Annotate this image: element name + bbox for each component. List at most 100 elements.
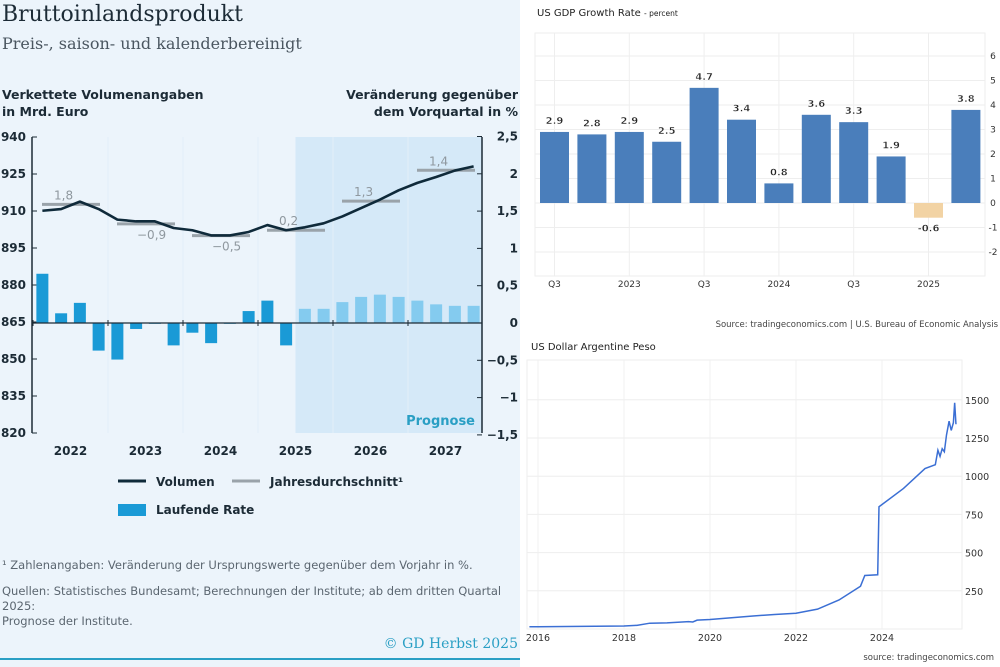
us-gdp-title-text: US GDP Growth Rate [537,8,641,19]
gdp-bar [689,87,719,203]
gdp-bar [540,131,569,203]
rate-bar [336,302,349,323]
right-tick-label: −1 [500,391,518,405]
gdp-bar-label: 3.4 [733,104,751,115]
forecast-shading [295,137,482,433]
footnote: ¹ Zahlenangaben: Veränderung der Ursprun… [2,558,473,572]
peso-x-tick-label: 2018 [612,633,636,644]
rate-bar [430,304,443,323]
left-tick-label: 925 [1,167,26,181]
gdp-bar [951,109,981,203]
left-axis-title-line: Verkettete Volumenangaben [2,87,204,102]
gdp-bar [839,122,869,203]
gdp-bar [652,141,682,203]
gdp-x-tick-label: 2024 [767,280,790,290]
peso-y-tick-label: 750 [965,510,983,521]
rate-bar [186,323,199,333]
year-label: 2025 [279,444,312,458]
left-tick-label: 850 [1,352,26,366]
rate-bar [92,323,105,351]
chart-subtitle: Preis-, saison- und kalenderbereinigt [2,34,302,53]
right-tick-label: 0 [510,316,518,330]
annual-average-label: 1,4 [429,154,448,168]
peso-y-tick-label: 1500 [965,396,989,407]
year-label: 2023 [129,444,162,458]
annual-average-label: −0,5 [212,240,241,254]
rate-bar [411,300,424,323]
left-tick-label: 835 [1,389,26,403]
peso-title: US Dollar Argentine Peso [531,342,656,353]
sources-line: Quellen: Statistisches Bundesamt; Berech… [2,584,502,613]
right-tick-label: 2 [510,167,518,181]
gdp-bar [764,183,794,203]
volumen-line [42,165,474,237]
gdp-bar-label: 3.8 [957,94,975,105]
year-label: 2026 [354,444,387,458]
year-label: 2027 [429,444,462,458]
annual-average-label: −0,9 [137,228,166,242]
legend-rate-swatch [118,504,146,516]
year-label: 2022 [54,444,87,458]
gdp-y-tick-label: 4 [990,101,996,111]
rate-bar [448,305,461,323]
forecast-label: Prognose [406,414,475,429]
rate-bar [73,302,86,323]
gdp-bar-label: -0.6 [918,224,940,235]
annual-average-label: 0,2 [279,214,298,228]
rate-bar [130,323,143,329]
gdp-bar-label: 2.9 [546,116,564,127]
right-tick-label: 2,5 [497,130,518,144]
gdp-y-tick-label: 2 [990,150,996,160]
gdp-x-tick-label: Q3 [548,280,561,290]
gdp-y-tick-label: 0 [990,199,996,209]
rate-bar [36,273,49,323]
rate-bar [167,323,180,346]
peso-x-tick-label: 2022 [784,633,808,644]
gdp-bar [801,114,831,203]
rate-bar [298,308,311,323]
left-tick-label: 865 [1,315,26,329]
gdp-bar [876,156,906,203]
legend-volumen-label: Volumen [156,475,215,489]
rate-bar [392,296,405,323]
peso-y-tick-label: 250 [965,587,983,598]
chart-title: Bruttoinlandsprodukt [2,2,243,27]
annual-average-label: 1,8 [54,188,73,202]
left-tick-label: 940 [1,130,26,144]
right-axis-title-line: dem Vorquartal in % [373,104,518,119]
left-tick-label: 895 [1,241,26,255]
legend-rate-label: Laufende Rate [156,503,254,517]
right-axis-title: Veränderung gegenüber dem Vorquartal in … [346,86,518,120]
us-gdp-source: Source: tradingeconomics.com | U.S. Bure… [715,320,998,330]
peso-plot-frame [526,359,963,630]
gdp-bar-label: 2.8 [583,118,601,129]
gdp-bar [727,119,756,203]
annual-average-label: 1,3 [354,185,373,199]
gdp-x-tick-label: Q3 [847,280,860,290]
gdp-bar [577,134,607,203]
peso-source: source: tradingeconomics.com [863,653,994,663]
year-label: 2024 [204,444,237,458]
left-tick-label: 880 [1,278,26,292]
rate-bar [280,323,293,346]
us-gdp-title-suffix: - percent [644,9,678,18]
sources: Quellen: Statistisches Bundesamt; Berech… [2,584,520,629]
gdp-x-tick-label: 2023 [618,280,641,290]
gdp-y-tick-label: 6 [990,52,996,62]
peso-x-tick-label: 2024 [870,633,894,644]
right-tick-label: −1,5 [487,428,518,442]
right-tick-label: −0,5 [487,353,518,367]
rate-bar [261,300,274,323]
gdp-bar [914,203,943,218]
gdp-y-tick-label: -1 [989,224,998,234]
right-axis-title-line: Veränderung gegenüber [346,87,518,102]
gdp-y-tick-label: 5 [990,77,996,87]
left-axis-title: Verkettete Volumenangaben in Mrd. Euro [2,86,204,120]
gdp-bar-label: 4.7 [695,72,713,83]
rate-bar [467,305,480,323]
gdp-bar [614,131,644,203]
peso-x-tick-label: 2020 [698,633,722,644]
peso-y-tick-label: 500 [965,549,983,560]
rate-bar [355,296,368,323]
rate-bar [55,313,68,323]
